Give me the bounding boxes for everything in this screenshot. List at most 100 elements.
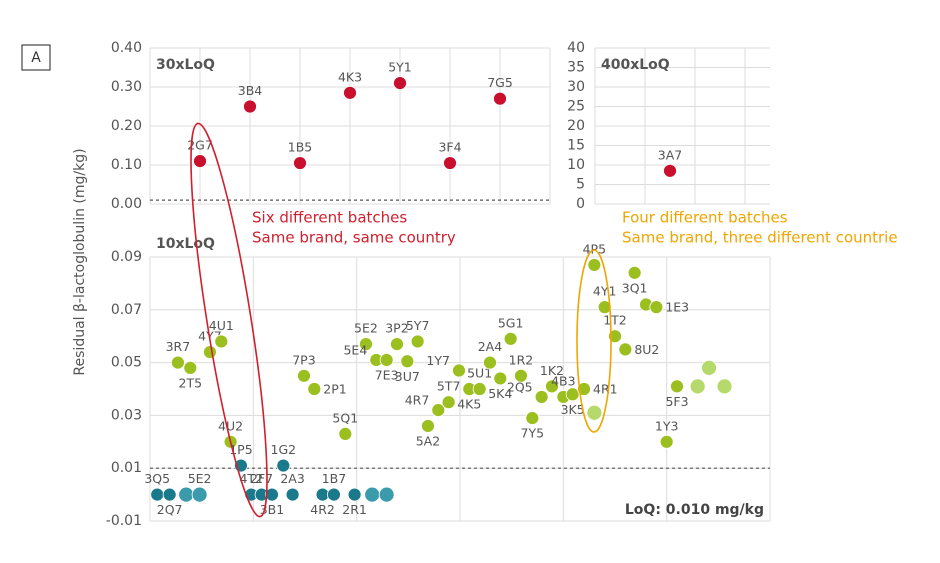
point-label: 1T2 xyxy=(603,313,627,328)
y-tick-label: 0.40 xyxy=(111,40,142,56)
point xyxy=(307,382,322,396)
point-label: 4Y1 xyxy=(593,284,617,299)
point xyxy=(670,379,684,394)
point xyxy=(627,265,642,280)
plots: 0.00 0.10 0.20 0.30 0.40 30xLoQ 2G7 3B4 1B5 4K3 5Y… xyxy=(106,40,771,529)
y-tick-label: 20 xyxy=(567,118,585,134)
point xyxy=(514,368,528,383)
point xyxy=(618,342,633,357)
panel-label: A xyxy=(31,50,41,66)
y-tick-label: 5 xyxy=(576,177,585,193)
point-label: 3F4 xyxy=(438,140,461,155)
point xyxy=(150,487,165,502)
y-tick-label: 0.20 xyxy=(111,118,142,134)
point xyxy=(597,300,612,315)
point xyxy=(587,258,602,272)
point-label: 3B4 xyxy=(238,83,263,98)
point-label: 5Q1 xyxy=(332,410,358,425)
point-label: 5F3 xyxy=(665,394,688,409)
y-tick-label: 0 xyxy=(576,196,585,212)
point xyxy=(347,487,362,502)
point-label: 7P3 xyxy=(292,352,315,367)
point-label: 1Y3 xyxy=(655,418,679,433)
point-label: 5Y7 xyxy=(406,318,430,333)
point xyxy=(663,163,677,178)
point xyxy=(525,411,540,425)
point-label: 5E2 xyxy=(188,471,212,486)
point-label: 1G2 xyxy=(271,442,297,457)
point-label: 1B7 xyxy=(322,471,346,486)
point-label: 7G5 xyxy=(487,75,513,90)
y-tick-label: 0.07 xyxy=(111,302,142,318)
point xyxy=(378,486,395,503)
point xyxy=(534,390,549,404)
point-label: 1Y7 xyxy=(426,353,450,368)
point-label: 2G7 xyxy=(187,138,213,153)
y-tick-label: 0.03 xyxy=(111,407,142,423)
point xyxy=(441,395,456,410)
point xyxy=(193,154,207,169)
point-label: 4R2 xyxy=(310,502,335,517)
point xyxy=(170,355,185,370)
point xyxy=(659,434,674,449)
orange-ellipse xyxy=(576,249,612,433)
point-label: 3Q5 xyxy=(144,471,170,486)
point-label: 1P5 xyxy=(229,442,252,457)
point-label: 2Q7 xyxy=(157,502,183,517)
point xyxy=(338,426,353,441)
point xyxy=(716,378,733,395)
point-label: 2A4 xyxy=(478,339,503,354)
point-label: 1E3 xyxy=(665,300,689,315)
point xyxy=(285,487,300,502)
point-label: 5T7 xyxy=(437,379,461,394)
point-label: 2T5 xyxy=(179,375,203,390)
point xyxy=(493,91,507,106)
point-label: 2R1 xyxy=(342,502,367,517)
point-label: 5G1 xyxy=(498,315,524,330)
point xyxy=(586,404,603,421)
point xyxy=(364,486,381,503)
point-label: 4R1 xyxy=(593,382,618,397)
point xyxy=(297,368,311,383)
panel-title: 10xLoQ xyxy=(156,236,215,252)
point xyxy=(689,378,706,395)
point-label: 4T2 xyxy=(239,471,263,486)
point-label: 2A3 xyxy=(280,471,304,486)
point xyxy=(359,337,373,352)
point xyxy=(483,355,497,370)
point xyxy=(191,486,208,503)
point-label: 8U2 xyxy=(634,342,659,357)
y-axis-label: Residual β-lactoglobulin (mg/kg) xyxy=(72,148,88,375)
point xyxy=(565,387,580,402)
annotation: Same brand, same country xyxy=(252,229,456,247)
point xyxy=(545,379,559,394)
point xyxy=(390,337,404,352)
y-tick-label: -0.01 xyxy=(106,513,142,529)
point xyxy=(393,76,407,90)
point-label: 5A2 xyxy=(416,433,440,448)
point xyxy=(178,486,195,503)
point-label: 7Y5 xyxy=(521,426,545,441)
panel-title: 400xLoQ xyxy=(601,57,670,73)
y-tick-label: 0.01 xyxy=(111,460,142,476)
loq-label: LoQ: 0.010 mg/kg xyxy=(625,502,764,518)
point-label: 4R7 xyxy=(405,393,430,408)
y-tick-label: 25 xyxy=(567,99,585,115)
point-label: 3K5 xyxy=(561,402,585,417)
y-tick-label: 0.10 xyxy=(111,157,142,173)
red-ellipse xyxy=(190,122,268,518)
point-label: 2Q5 xyxy=(507,379,533,394)
point-label: 3U7 xyxy=(395,369,420,384)
point xyxy=(701,359,717,376)
point xyxy=(293,156,307,170)
y-tick-label: 0.30 xyxy=(111,79,142,95)
point xyxy=(379,353,394,367)
point xyxy=(276,458,291,473)
point-label: 2F7 xyxy=(250,471,273,486)
point-label: 5K4 xyxy=(488,386,512,401)
point xyxy=(503,331,518,346)
annotation: Same brand, three different countrie xyxy=(622,229,898,247)
point-label: 4U2 xyxy=(218,418,243,433)
point-label: 4K5 xyxy=(457,397,481,412)
